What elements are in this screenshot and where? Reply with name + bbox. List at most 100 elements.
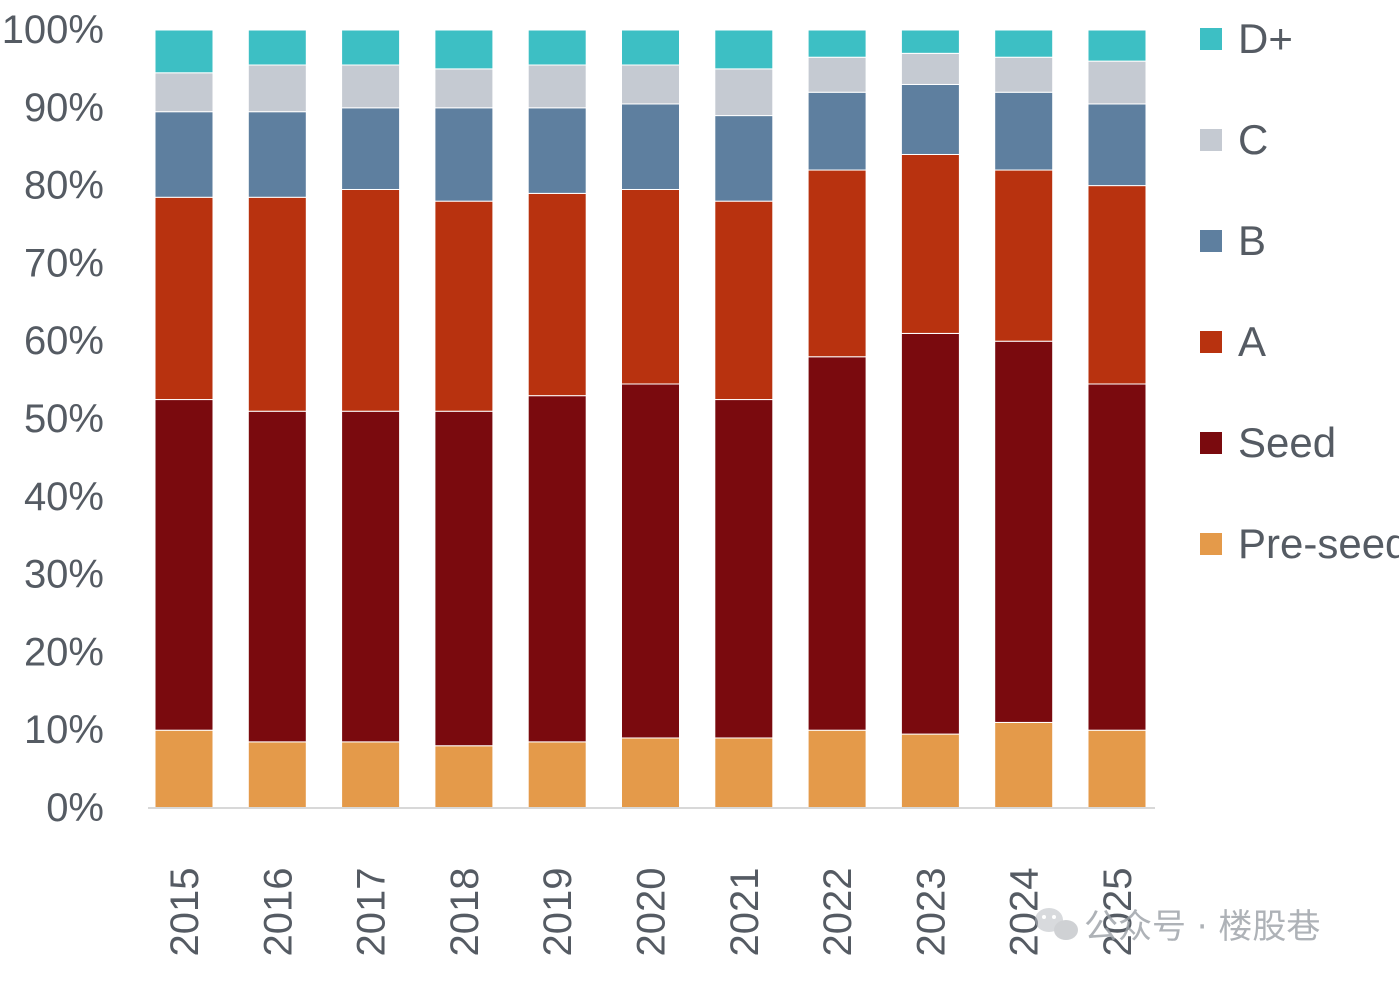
bar-segment-b-2025 xyxy=(1087,103,1147,187)
y-tick-label: 80% xyxy=(24,164,104,208)
bar-segment-c-2017 xyxy=(341,64,401,109)
bar-stack-2015 xyxy=(154,29,214,809)
bar-segment-seed-2024 xyxy=(994,340,1054,723)
bar-segment-pre-seed-2016 xyxy=(247,741,307,809)
legend-swatch xyxy=(1200,533,1222,555)
bar-segment-a-2024 xyxy=(994,169,1054,342)
bar-segment-a-2020 xyxy=(621,188,680,385)
bar-stack-2024 xyxy=(994,29,1054,809)
wechat-icon xyxy=(1035,908,1078,940)
legend-item: D+ xyxy=(1200,15,1293,62)
bar-segment-d--2017 xyxy=(341,29,401,66)
bar-stack-2023 xyxy=(900,29,960,809)
y-tick-label: 20% xyxy=(24,630,104,674)
bar-segment-seed-2025 xyxy=(1087,383,1147,731)
bar-segment-pre-seed-2024 xyxy=(994,721,1054,809)
legend-label: D+ xyxy=(1238,15,1293,62)
bar-stack-2021 xyxy=(714,29,774,809)
bar-segment-b-2021 xyxy=(714,115,774,202)
x-tick-label: 2025 xyxy=(1096,868,1140,957)
legend-label: Pre-seed xyxy=(1238,520,1399,567)
bars xyxy=(154,29,1147,809)
bar-segment-c-2021 xyxy=(714,68,774,117)
bar-segment-pre-seed-2023 xyxy=(900,733,960,809)
bar-segment-pre-seed-2020 xyxy=(621,737,680,809)
legend-label: A xyxy=(1238,318,1266,365)
legend-swatch xyxy=(1200,28,1222,50)
bar-stack-2018 xyxy=(434,29,494,809)
bar-segment-d--2021 xyxy=(714,29,774,70)
bar-segment-pre-seed-2018 xyxy=(434,745,494,809)
bar-segment-a-2017 xyxy=(341,188,401,412)
bar-segment-d--2024 xyxy=(994,29,1054,58)
bar-segment-b-2022 xyxy=(807,91,867,171)
y-tick-label: 40% xyxy=(24,475,104,519)
bar-segment-d--2019 xyxy=(527,29,587,66)
bar-segment-seed-2019 xyxy=(527,395,587,743)
bar-segment-pre-seed-2015 xyxy=(154,729,214,809)
bar-segment-d--2023 xyxy=(900,29,960,54)
bar-segment-seed-2021 xyxy=(714,399,774,739)
legend: D+ C B A Seed Pre-seed xyxy=(1200,15,1399,567)
watermark: 公众号 · 楼股巷 xyxy=(1035,907,1320,947)
bar-segment-c-2025 xyxy=(1087,60,1147,105)
bar-stack-2017 xyxy=(341,29,401,809)
bar-segment-c-2019 xyxy=(527,64,587,109)
bar-segment-a-2018 xyxy=(434,200,494,412)
bar-segment-c-2022 xyxy=(807,56,867,93)
watermark-text: 公众号 · 楼股巷 xyxy=(1084,907,1320,947)
bar-stack-2025 xyxy=(1087,29,1147,809)
bar-segment-pre-seed-2021 xyxy=(714,737,774,809)
bar-segment-c-2020 xyxy=(621,64,680,105)
x-tick-label: 2020 xyxy=(630,868,674,957)
y-tick-label: 10% xyxy=(24,708,104,752)
legend-swatch xyxy=(1200,331,1222,353)
x-tick-label: 2019 xyxy=(536,868,580,957)
bar-segment-a-2023 xyxy=(900,153,960,334)
bar-segment-d--2020 xyxy=(621,29,680,66)
y-tick-label: 50% xyxy=(24,397,104,441)
bar-segment-seed-2018 xyxy=(434,410,494,747)
bar-segment-pre-seed-2022 xyxy=(807,729,867,809)
legend-label: C xyxy=(1238,116,1268,163)
legend-label: Seed xyxy=(1238,419,1336,466)
legend-swatch xyxy=(1200,129,1222,151)
x-tick-label: 2018 xyxy=(443,868,487,957)
x-axis: 2015 2016 2017 2018 2019 2020 2021 2022 2023 2024… xyxy=(163,868,1140,957)
legend-item: B xyxy=(1200,217,1266,264)
legend-item: A xyxy=(1200,318,1266,365)
bar-stack-2016 xyxy=(247,29,307,809)
x-tick-label: 2015 xyxy=(163,868,207,957)
bar-stack-2020 xyxy=(621,29,680,809)
bar-segment-a-2015 xyxy=(154,196,214,401)
y-tick-label: 30% xyxy=(24,553,104,597)
bar-segment-seed-2023 xyxy=(900,332,960,735)
y-tick-label: 100% xyxy=(2,8,104,52)
bar-segment-b-2023 xyxy=(900,83,960,155)
legend-item: Seed xyxy=(1200,419,1336,466)
legend-label: B xyxy=(1238,217,1266,264)
bar-segment-pre-seed-2019 xyxy=(527,741,587,809)
bar-segment-b-2017 xyxy=(341,107,401,190)
bar-stack-2019 xyxy=(527,29,587,809)
bar-segment-b-2024 xyxy=(994,91,1054,171)
bar-segment-c-2023 xyxy=(900,52,960,85)
bar-segment-d--2025 xyxy=(1087,29,1147,62)
bar-segment-seed-2022 xyxy=(807,356,867,731)
bar-segment-a-2022 xyxy=(807,169,867,358)
bar-segment-seed-2016 xyxy=(247,410,307,743)
bar-segment-a-2021 xyxy=(714,200,774,401)
bar-segment-pre-seed-2017 xyxy=(341,741,401,809)
bar-segment-b-2018 xyxy=(434,107,494,202)
bar-segment-b-2020 xyxy=(621,103,680,190)
legend-item: C xyxy=(1200,116,1268,163)
y-tick-label: 70% xyxy=(24,241,104,285)
y-tick-label: 0% xyxy=(46,786,104,830)
bar-segment-b-2019 xyxy=(527,107,587,194)
bar-segment-c-2016 xyxy=(247,64,307,113)
bar-segment-b-2016 xyxy=(247,111,307,198)
y-tick-label: 90% xyxy=(24,86,104,130)
bar-segment-seed-2017 xyxy=(341,410,401,743)
legend-swatch xyxy=(1200,432,1222,454)
